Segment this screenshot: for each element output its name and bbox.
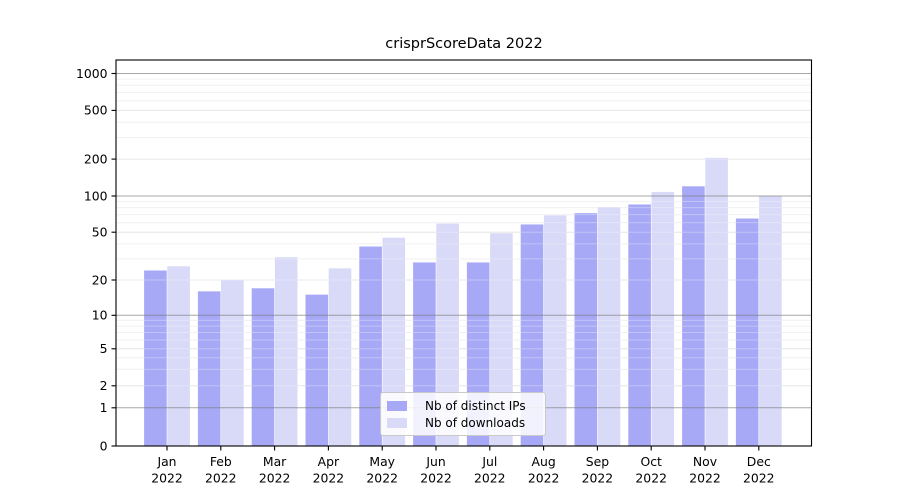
y-tick-label-500: 500	[84, 103, 108, 118]
legend-item-downloads: Nb of downloads	[387, 416, 537, 430]
bar-ips-dec	[735, 218, 759, 446]
bar-ips-sep	[574, 213, 598, 446]
legend-label-downloads: Nb of downloads	[425, 415, 526, 430]
bar-downloads-nov	[705, 157, 728, 447]
y-tick-label-2: 2	[100, 378, 108, 393]
bar-downloads-apr	[328, 268, 352, 446]
y-tick-label-20: 20	[92, 272, 108, 287]
y-tick-label-50: 50	[92, 225, 108, 240]
bar-ips-oct	[628, 204, 651, 446]
bar-downloads-feb	[221, 280, 244, 446]
y-tick-label-10: 10	[92, 308, 108, 323]
x-tick-label-feb: Feb 2022	[205, 454, 237, 486]
bar-downloads-oct	[651, 191, 675, 446]
y-tick-label-5: 5	[100, 341, 108, 356]
bar-ips-aug	[520, 224, 544, 446]
x-tick-label-sep: Sep 2022	[582, 454, 614, 486]
bar-downloads-jan	[167, 266, 190, 446]
bar-ips-apr	[305, 294, 329, 446]
x-tick-label-aug: Aug 2022	[528, 454, 560, 486]
y-tick-label-100: 100	[84, 188, 108, 203]
legend-label-distinct-ips: Nb of distinct IPs	[425, 398, 526, 413]
x-tick-label-jan: Jan 2022	[151, 454, 183, 486]
bar-ips-mar	[251, 288, 275, 446]
y-tick-label-0: 0	[100, 438, 108, 453]
x-tick-label-mar: Mar 2022	[259, 454, 291, 486]
bar-ips-feb	[197, 291, 221, 446]
x-tick-label-may: May 2022	[366, 454, 398, 486]
x-tick-label-dec: Dec 2022	[743, 454, 775, 486]
legend-swatch-distinct-ips	[387, 400, 407, 411]
legend-item-distinct-ips: Nb of distinct IPs	[387, 399, 537, 413]
bar-ips-may	[359, 246, 382, 446]
x-tick-label-jun: Jun 2022	[420, 454, 452, 486]
x-tick-label-jul: Jul 2022	[474, 454, 506, 486]
bar-downloads-aug	[543, 215, 567, 446]
legend: Nb of distinct IPs Nb of downloads	[380, 392, 546, 436]
bar-ips-nov	[682, 186, 705, 446]
y-tick-label-1: 1	[100, 400, 108, 415]
x-tick-label-nov: Nov 2022	[689, 454, 721, 486]
x-tick-label-oct: Oct 2022	[635, 454, 667, 486]
legend-swatch-downloads	[387, 417, 407, 428]
bar-downloads-dec	[759, 196, 782, 446]
bar-downloads-mar	[274, 257, 298, 446]
plot-border	[115, 59, 813, 447]
y-tick-label-1000: 1000	[76, 66, 108, 81]
bar-ips-jan	[144, 270, 167, 446]
y-tick-label-200: 200	[84, 151, 108, 166]
bar-downloads-jun	[436, 223, 459, 446]
bar-downloads-sep	[597, 207, 621, 446]
x-tick-label-apr: Apr 2022	[313, 454, 345, 486]
chart-title: crisprScoreData 2022	[385, 36, 543, 52]
